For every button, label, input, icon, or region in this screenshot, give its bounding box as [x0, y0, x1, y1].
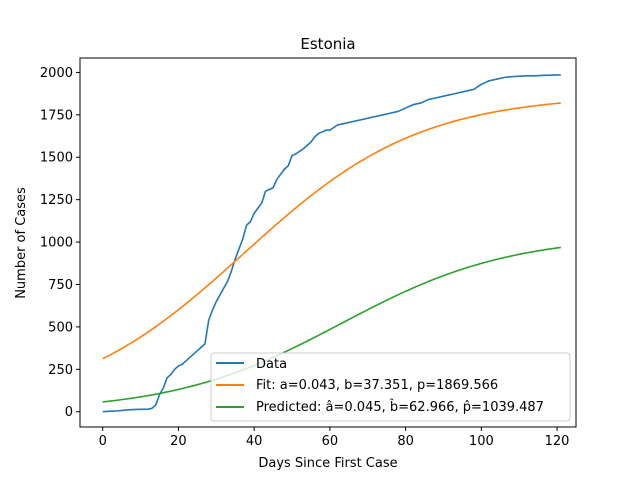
y-tick-label: 500	[48, 320, 73, 335]
legend-label-data: Data	[256, 357, 287, 372]
y-tick-label: 750	[48, 278, 73, 293]
series-line-data	[102, 74, 561, 413]
x-axis-label: Days Since First Case	[258, 456, 397, 471]
series-layer	[102, 74, 561, 413]
legend-label-predicted: Predicted: â=0.045, b̂=62.966, p̂=1039.4…	[256, 400, 544, 415]
x-tick-label: 80	[397, 434, 414, 449]
series-line-fit	[102, 102, 561, 360]
x-tick-label: 20	[170, 434, 187, 449]
y-tick-label: 0	[65, 405, 73, 420]
x-tick-label: 120	[545, 434, 570, 449]
y-axis-label: Number of Cases	[14, 187, 29, 299]
x-tick-label: 60	[322, 434, 339, 449]
y-tick-label: 1500	[40, 151, 73, 166]
series-line-predicted	[102, 246, 561, 403]
legend-box	[210, 352, 571, 422]
legend: Data Fit: a=0.043, b=37.351, p=1869.566 …	[210, 352, 571, 422]
x-tick-label: 100	[469, 434, 494, 449]
y-tick-label: 1000	[40, 236, 73, 251]
legend-label-fit: Fit: a=0.043, b=37.351, p=1869.566	[256, 378, 498, 393]
x-tick-label: 0	[99, 434, 107, 449]
y-tick-label: 1750	[40, 108, 73, 123]
y-tick-label: 2000	[40, 66, 73, 81]
y-tick-label: 250	[48, 363, 73, 378]
chart-title: Estonia	[300, 35, 355, 53]
y-tick-label: 1250	[40, 193, 73, 208]
x-axis: 0 20 40 60 80 100 120	[99, 427, 570, 449]
x-tick-label: 40	[246, 434, 263, 449]
y-axis: 0 250 500 750 1000 1250 1500 1750 2000	[40, 66, 80, 420]
